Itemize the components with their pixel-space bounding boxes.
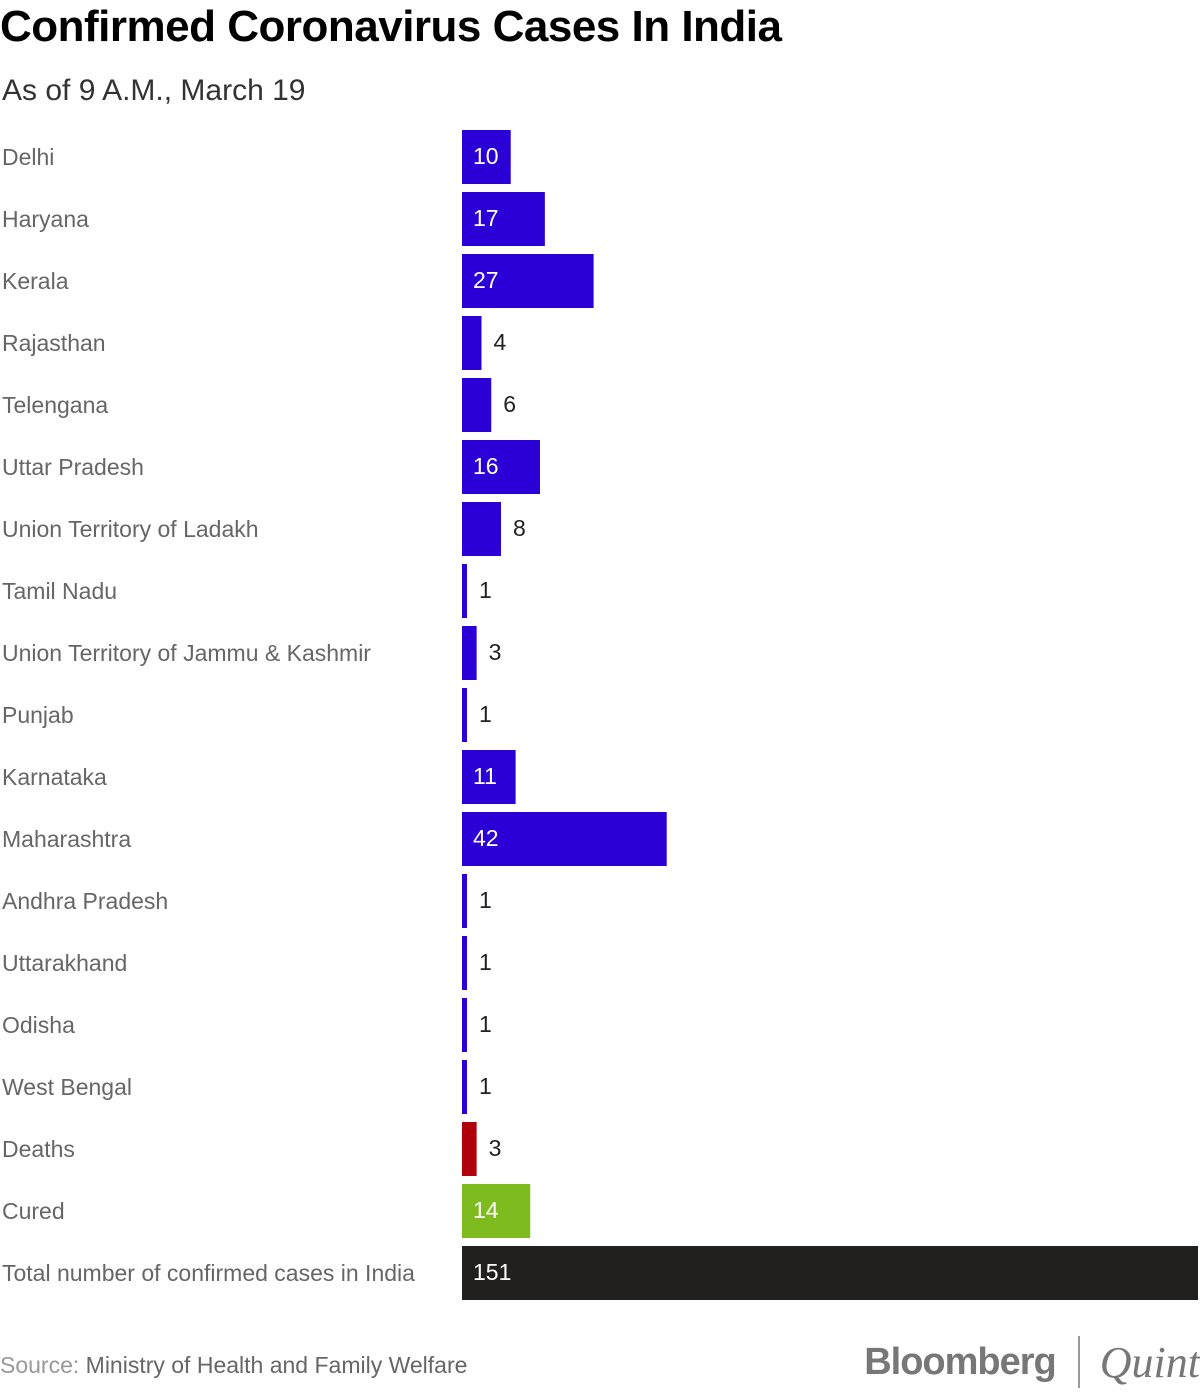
category-label-maharashtra: Maharashtra xyxy=(2,826,131,852)
data-label-union-territory-of-jammu-kashmir: 3 xyxy=(489,639,502,665)
bar-deaths xyxy=(462,1122,477,1176)
category-label-karnataka: Karnataka xyxy=(2,764,107,790)
data-label-west-bengal: 1 xyxy=(479,1073,492,1099)
bar-union-territory-of-jammu-kashmir xyxy=(462,626,477,680)
category-label-odisha: Odisha xyxy=(2,1012,75,1038)
category-label-union-territory-of-ladakh: Union Territory of Ladakh xyxy=(2,516,259,542)
category-label-kerala: Kerala xyxy=(2,268,69,294)
bar-rajasthan xyxy=(462,316,482,370)
category-label-rajasthan: Rajasthan xyxy=(2,330,106,356)
chart-title: Confirmed Coronavirus Cases In India xyxy=(0,2,782,51)
category-label-delhi: Delhi xyxy=(2,144,54,170)
category-label-punjab: Punjab xyxy=(2,702,74,728)
data-label-karnataka: 11 xyxy=(473,763,497,789)
bar-telengana xyxy=(462,378,492,432)
bar-cured xyxy=(462,1184,531,1238)
brand-primary: Bloomberg xyxy=(864,1340,1057,1383)
source-note: Source: Ministry of Health and Family We… xyxy=(0,1352,467,1379)
category-label-uttarakhand: Uttarakhand xyxy=(2,950,127,976)
data-label-cured: 14 xyxy=(473,1197,499,1223)
chart-subtitle: As of 9 A.M., March 19 xyxy=(2,74,306,107)
bar-delhi xyxy=(462,130,511,184)
data-label-punjab: 1 xyxy=(479,701,492,727)
data-label-rajasthan: 4 xyxy=(493,329,506,355)
data-label-odisha: 1 xyxy=(479,1011,492,1037)
bar-punjab xyxy=(462,688,467,742)
bar-chart: Delhi 10 Haryana 17 Kerala 27 Rajasthan 4 Teleng… xyxy=(2,130,1198,1300)
data-label-kerala: 27 xyxy=(473,267,499,293)
bar-union-territory-of-ladakh xyxy=(462,502,501,556)
data-label-telengana: 6 xyxy=(503,391,516,417)
bar-maharashtra xyxy=(462,812,667,866)
bar-uttarakhand xyxy=(462,936,467,990)
brand-secondary: Quint xyxy=(1099,1337,1200,1387)
category-label-uttar-pradesh: Uttar Pradesh xyxy=(2,454,144,480)
category-label-deaths: Deaths xyxy=(2,1136,75,1162)
category-label-cured: Cured xyxy=(2,1198,65,1224)
data-label-union-territory-of-ladakh: 8 xyxy=(513,515,526,541)
bar-west-bengal xyxy=(462,1060,467,1114)
brand-divider xyxy=(1077,1336,1080,1388)
source-text: Ministry of Health and Family Welfare xyxy=(85,1352,468,1378)
category-label-west-bengal: West Bengal xyxy=(2,1074,132,1100)
data-label-haryana: 17 xyxy=(473,205,499,231)
data-label-andhra-pradesh: 1 xyxy=(479,887,492,913)
bar-karnataka xyxy=(462,750,516,804)
brand-logo: Bloomberg Quint xyxy=(864,1336,1200,1388)
bar-andhra-pradesh xyxy=(462,874,467,928)
category-label-andhra-pradesh: Andhra Pradesh xyxy=(2,888,168,914)
bar-uttar-pradesh xyxy=(462,440,540,494)
bar-kerala xyxy=(462,254,594,308)
bar-haryana xyxy=(462,192,545,246)
bar-total-number-of-confirmed-cases-in-india xyxy=(462,1246,1198,1300)
data-label-uttarakhand: 1 xyxy=(479,949,492,975)
category-label-total-number-of-confirmed-cases-in-india: Total number of confirmed cases in India xyxy=(2,1260,415,1286)
bar-odisha xyxy=(462,998,467,1052)
category-label-telengana: Telengana xyxy=(2,392,108,418)
data-label-uttar-pradesh: 16 xyxy=(473,453,499,479)
bar-tamil-nadu xyxy=(462,564,467,618)
source-prefix: Source: xyxy=(0,1352,80,1378)
data-label-maharashtra: 42 xyxy=(473,825,499,851)
category-label-union-territory-of-jammu-kashmir: Union Territory of Jammu & Kashmir xyxy=(2,640,371,666)
data-label-deaths: 3 xyxy=(489,1135,502,1161)
data-label-total-number-of-confirmed-cases-in-india: 151 xyxy=(473,1259,511,1285)
data-label-delhi: 10 xyxy=(473,143,499,169)
category-label-haryana: Haryana xyxy=(2,206,89,232)
data-label-tamil-nadu: 1 xyxy=(479,577,492,603)
category-label-tamil-nadu: Tamil Nadu xyxy=(2,578,117,604)
